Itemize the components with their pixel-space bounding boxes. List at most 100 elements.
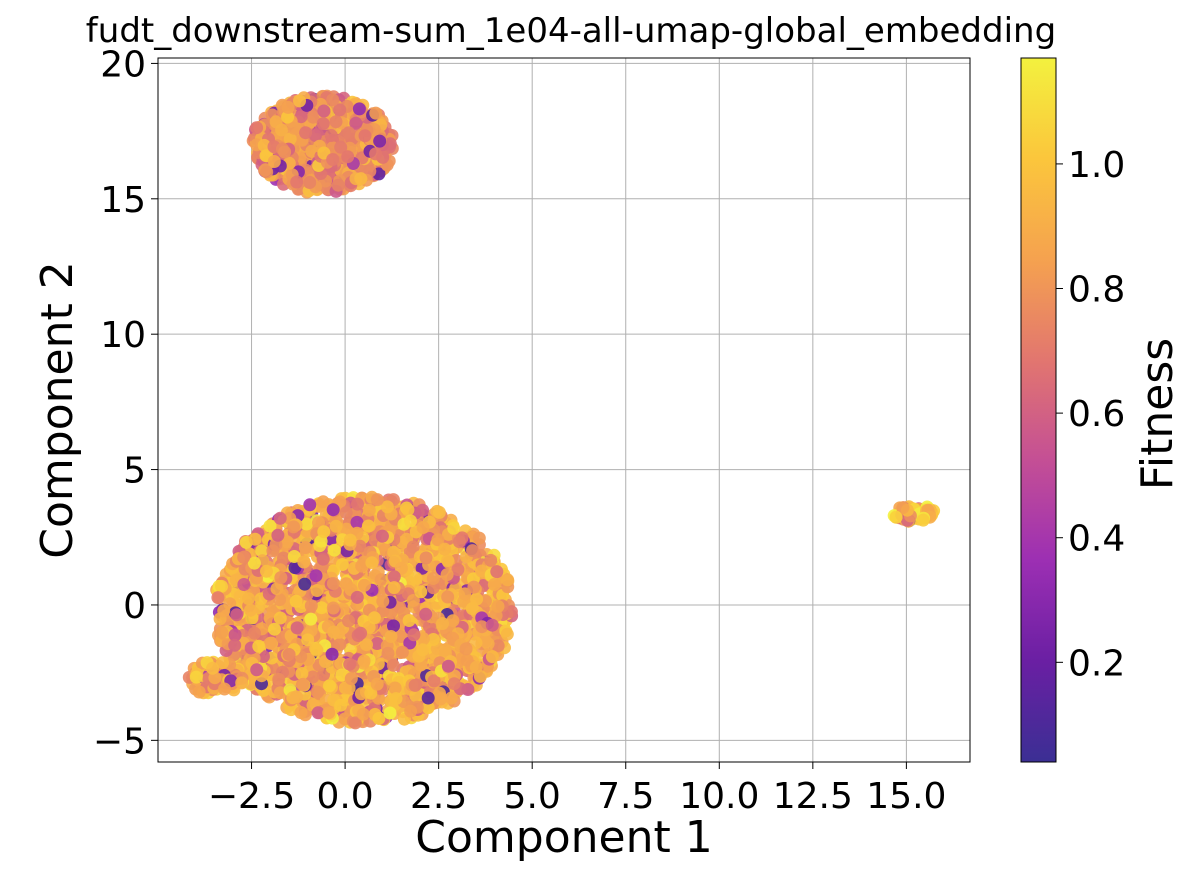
scatter-point — [335, 558, 349, 571]
scatter-point — [250, 121, 264, 135]
colorbar-ticks: 0.2 0.4 0.6 0.8 1.0 — [1056, 145, 1125, 684]
scatter-point — [289, 594, 303, 608]
scatter-point — [326, 601, 340, 615]
scatter-point — [293, 94, 306, 108]
scatter-point — [469, 636, 483, 650]
y-tick-label: 15 — [100, 180, 146, 221]
scatter-point — [342, 614, 355, 628]
scatter-point — [380, 500, 394, 514]
scatter-point — [228, 628, 242, 642]
scatter-point — [270, 582, 284, 596]
scatter-point — [266, 544, 280, 558]
scatter-point — [384, 630, 398, 643]
scatter-point — [297, 555, 311, 569]
scatter-point — [282, 648, 296, 661]
scatter-point — [460, 653, 474, 667]
scatter-point — [367, 611, 381, 625]
x-tick-label: 15.0 — [866, 776, 946, 817]
x-tick-label: −2.5 — [208, 776, 295, 817]
x-tick-label: 12.5 — [773, 776, 853, 817]
scatter-point — [217, 604, 231, 618]
scatter-point — [467, 580, 481, 594]
scatter-point — [501, 573, 515, 587]
scatter-point — [341, 150, 355, 164]
scatter-point — [306, 670, 320, 684]
scatter-point — [316, 552, 330, 566]
scatter-point — [237, 578, 251, 591]
scatter-point — [436, 617, 449, 630]
scatter-point — [364, 686, 378, 700]
scatter-point — [325, 647, 339, 661]
scatter-point — [431, 533, 445, 547]
scatter-point — [414, 585, 428, 599]
scatter-point — [404, 514, 417, 528]
scatter-point — [458, 587, 472, 601]
scatter-point — [329, 115, 343, 129]
scatter-point — [252, 639, 266, 653]
scatter-point — [301, 633, 315, 647]
scatter-point — [419, 551, 433, 565]
scatter-point — [300, 517, 314, 531]
scatter-point — [389, 692, 403, 706]
y-axis-label: Component 2 — [32, 261, 83, 558]
scatter-point — [316, 117, 330, 131]
scatter-point — [401, 503, 415, 517]
scatter-point — [354, 687, 368, 701]
scatter-point — [315, 601, 329, 615]
colorbar — [1020, 57, 1057, 763]
scatter-point — [357, 578, 371, 592]
x-tick-label: 5.0 — [504, 776, 561, 817]
scatter-point — [438, 542, 452, 556]
plot-frame — [157, 57, 971, 763]
grid-lines — [158, 58, 970, 762]
scatter-point — [268, 622, 281, 636]
scatter-point — [500, 627, 514, 641]
scatter-point — [446, 614, 460, 628]
scatter-point — [260, 564, 273, 578]
scatter-point — [273, 511, 287, 525]
scatter-point — [267, 155, 281, 168]
scatter-point — [350, 590, 364, 604]
scatter-point — [326, 93, 340, 107]
scatter-point — [339, 506, 353, 520]
scatter-point — [440, 568, 454, 582]
scatter-point — [408, 678, 422, 692]
scatter-point — [355, 559, 369, 573]
scatter-point — [242, 592, 256, 606]
scatter-point — [487, 578, 501, 591]
scatter-point — [421, 701, 435, 715]
scatter-point — [272, 672, 286, 686]
scatter-point — [370, 637, 384, 650]
scatter-point — [402, 614, 416, 627]
scatter-point — [280, 535, 294, 549]
colorbar-tick-label: 0.6 — [1068, 394, 1125, 435]
y-axis-ticks: −5 0 5 10 15 20 — [93, 44, 158, 762]
scatter-point — [248, 626, 261, 640]
scatter-point — [316, 495, 330, 509]
scatter-point — [421, 691, 435, 705]
scatter-point — [441, 590, 455, 604]
x-tick-label: 7.5 — [597, 776, 654, 817]
scatter-point — [348, 716, 362, 730]
scatter-point — [447, 677, 461, 691]
scatter-point — [278, 145, 292, 159]
scatter-point — [384, 606, 398, 619]
scatter-point — [257, 138, 271, 152]
scatter-point — [216, 656, 229, 670]
scatter-point — [406, 540, 420, 554]
scatter-point — [432, 505, 446, 519]
scatter-point — [409, 689, 423, 703]
scatter-point — [334, 698, 348, 712]
scatter-point — [451, 563, 465, 577]
scatter-point — [426, 633, 440, 646]
scatter-point — [303, 498, 317, 512]
scatter-point — [484, 553, 498, 567]
scatter-point — [327, 543, 341, 557]
scatter-point — [287, 520, 301, 534]
scatter-point — [383, 706, 397, 720]
scatter-point — [896, 501, 910, 515]
scatter-point — [395, 645, 409, 659]
scatter-point — [255, 544, 269, 558]
scatter-point — [416, 521, 430, 534]
scatter-point — [326, 577, 340, 590]
